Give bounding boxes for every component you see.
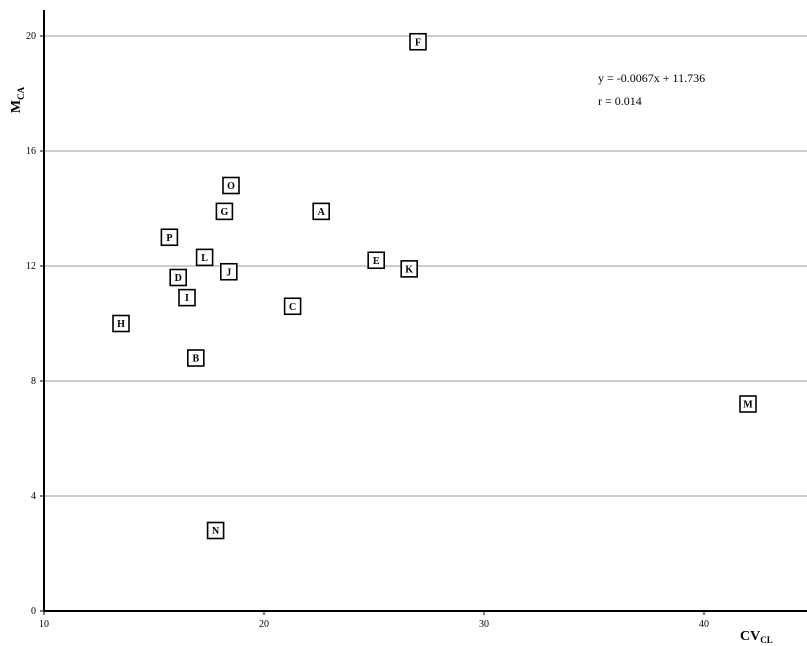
point-marker xyxy=(312,202,331,221)
data-point-p: P xyxy=(160,228,179,247)
point-marker xyxy=(160,228,179,247)
x-axis-title-sub: CL xyxy=(760,635,773,645)
point-marker xyxy=(178,288,196,307)
data-point-c: C xyxy=(283,297,302,316)
data-point-g: G xyxy=(215,202,234,221)
point-label: G xyxy=(221,207,229,218)
x-tick-label: 30 xyxy=(479,619,489,630)
point-label: J xyxy=(226,267,231,278)
x-axis-title-main: CV xyxy=(740,629,760,644)
point-label: D xyxy=(175,273,182,284)
point-label: C xyxy=(289,302,296,313)
point-label: H xyxy=(117,319,125,330)
data-point-e: E xyxy=(367,251,386,270)
point-marker xyxy=(222,176,240,195)
point-label: M xyxy=(743,400,753,411)
gridlines xyxy=(44,35,807,497)
y-tick-label: 8 xyxy=(31,376,36,387)
y-axis-title-main: M xyxy=(9,100,24,113)
data-point-o: O xyxy=(222,176,240,195)
data-point-j: J xyxy=(220,262,238,281)
point-marker xyxy=(215,202,234,221)
point-label: N xyxy=(212,526,220,537)
point-marker xyxy=(739,395,757,413)
regression-equation: y = -0.0067x + 11.736 xyxy=(598,71,705,85)
x-tick-label: 40 xyxy=(699,619,709,630)
point-marker xyxy=(187,349,205,367)
data-point-b: B xyxy=(187,349,205,367)
y-axis-title-sub: CA xyxy=(16,86,26,99)
x-tick-label: 20 xyxy=(259,619,269,630)
y-axis-title: MCA xyxy=(9,86,26,113)
point-marker xyxy=(220,262,238,281)
correlation-coefficient: r = 0.014 xyxy=(598,94,642,108)
point-label: F xyxy=(415,37,421,48)
x-axis-title: CVCL xyxy=(740,629,773,645)
point-label: B xyxy=(192,354,199,365)
point-label: L xyxy=(201,253,208,264)
point-label: I xyxy=(185,293,189,304)
point-label: K xyxy=(405,264,413,275)
point-marker xyxy=(206,521,225,540)
point-label: A xyxy=(318,207,326,218)
point-marker xyxy=(195,248,214,267)
data-point-l: L xyxy=(195,248,214,267)
data-point-m: M xyxy=(739,395,757,413)
axes xyxy=(43,10,807,612)
data-point-f: F xyxy=(409,32,427,51)
y-tick-label: 0 xyxy=(31,606,36,617)
data-point-d: D xyxy=(169,268,187,287)
y-tick-label: 12 xyxy=(26,261,36,272)
point-marker xyxy=(169,268,187,287)
y-tick-label: 16 xyxy=(26,146,36,157)
point-marker xyxy=(367,251,386,270)
point-label: O xyxy=(227,181,235,192)
data-point-k: K xyxy=(400,260,419,278)
point-marker xyxy=(283,297,302,316)
point-marker xyxy=(400,260,419,278)
data-points: F O G A P L E K J DI C H B M N xyxy=(112,32,757,540)
data-point-a: A xyxy=(312,202,331,221)
point-marker xyxy=(409,32,427,51)
data-point-i: I xyxy=(178,288,196,307)
y-tick-label: 20 xyxy=(26,31,36,42)
data-point-h: H xyxy=(112,314,130,333)
x-tick-label: 10 xyxy=(39,619,49,630)
point-marker xyxy=(112,314,130,333)
data-point-n: N xyxy=(206,521,225,540)
y-tick-label: 4 xyxy=(31,491,36,502)
point-label: E xyxy=(373,256,380,267)
point-label: P xyxy=(166,233,172,244)
tick-labels: 0 4 8 12 16 20 10 20 30 40 xyxy=(26,31,709,630)
